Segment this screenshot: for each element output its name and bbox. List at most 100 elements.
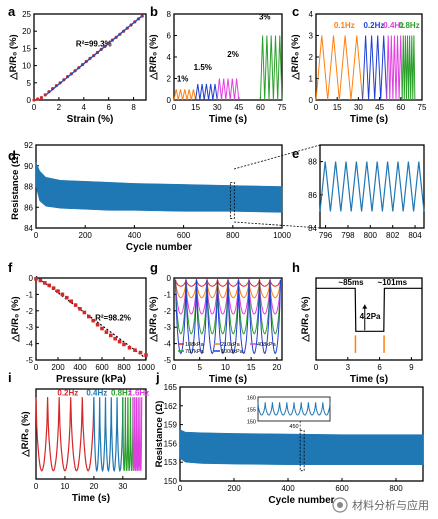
watermark-text: 材料分析与应用	[352, 498, 429, 512]
panel-letter: c	[292, 4, 299, 19]
data-point	[43, 93, 47, 97]
fit-line	[45, 15, 143, 96]
annotation: 0.8Hz	[111, 389, 132, 398]
data-point	[122, 342, 126, 347]
x-tick-label: 5	[197, 363, 202, 372]
data-point	[113, 336, 117, 341]
y-axis-label: △R/R₀ (%)	[8, 34, 19, 80]
x-axis-label: Time (s)	[209, 114, 247, 125]
y-tick-label: 88	[24, 183, 33, 192]
legend-label: 707kPa	[185, 349, 205, 355]
y-tick-label: 84	[24, 224, 33, 233]
x-tick-label: 60	[396, 103, 405, 112]
series-line	[122, 397, 134, 471]
plot-frame	[319, 144, 425, 229]
x-tick-label: 75	[278, 103, 287, 112]
y-tick-label: 150	[164, 477, 178, 486]
panel-a: 0 2 4 6 8 0 5 10 15 20 25 Strain (%) △R/R₀ (%) a R²=99…	[8, 4, 147, 125]
annotation: ~101ms	[378, 278, 408, 287]
annotation: ~85ms	[338, 278, 364, 287]
y-axis-label: △R/R₀ (%)	[20, 411, 31, 457]
annotation: 1%	[177, 75, 189, 84]
inset-y-tick-label: 160	[247, 396, 256, 402]
panel-letter: j	[155, 370, 160, 385]
x-tick-label: 6	[106, 103, 111, 112]
data-point	[100, 326, 104, 331]
x-tick-label: 0	[34, 482, 39, 491]
y-tick-label: 0	[27, 96, 32, 105]
x-tick-label: 0	[172, 103, 177, 112]
y-tick-label: -2	[26, 307, 34, 316]
y-tick-label: 0	[167, 96, 172, 105]
wechat-icon	[332, 497, 348, 513]
series-line	[93, 397, 124, 473]
y-tick-label: -1	[164, 290, 172, 299]
panel-letter: e	[292, 146, 299, 161]
y-axis-label: △R/R₀ (%)	[290, 34, 301, 80]
data-point	[117, 339, 122, 344]
plot-frame	[35, 388, 147, 480]
data-point	[65, 295, 69, 300]
x-axis-label: Time (s)	[209, 374, 247, 385]
x-tick-label: 8	[131, 103, 136, 112]
annotation: 3%	[259, 12, 271, 21]
zoom-connector	[233, 144, 321, 170]
series-line	[175, 279, 281, 355]
watermark: 材料分析与应用	[332, 497, 429, 513]
x-tick-label: 600	[335, 484, 349, 493]
x-tick-label: 1000	[137, 363, 155, 372]
x-tick-label: 400	[73, 363, 87, 372]
x-axis-label: Time (s)	[350, 374, 388, 385]
inset-y-tick-label: 155	[247, 408, 256, 414]
data-point	[127, 345, 132, 350]
wechat-icon-inner	[337, 502, 343, 508]
panel-i: 0 10 20 30 Time (s) △R/R₀ (%) i 0.2Hz 0.4Hz 0.8Hz…	[8, 370, 149, 504]
y-tick-label: 84	[308, 224, 317, 233]
x-tick-label: 0	[34, 231, 39, 240]
x-tick-label: 800	[364, 231, 378, 240]
y-tick-label: 0	[29, 274, 34, 283]
panel-letter: g	[150, 260, 158, 275]
legend-label: 408kPa	[257, 342, 277, 348]
data-point	[144, 353, 148, 357]
panel-h: 0 3 6 9 Time (s) △R/R₀ (%) h ~85ms ~101ms 4.2Pa	[292, 260, 423, 385]
x-tick-label: 30	[118, 482, 127, 491]
annotation: 0.1Hz	[334, 21, 355, 30]
y-tick-label: 156	[164, 439, 178, 448]
inset-x-tick-label: 450	[289, 424, 298, 430]
data-point	[78, 307, 82, 311]
y-tick-label: -5	[26, 356, 34, 365]
x-tick-label: 75	[418, 103, 427, 112]
annotation: 0.4Hz	[86, 389, 107, 398]
x-axis-label: Time (s)	[72, 493, 110, 504]
y-tick-label: -4	[26, 340, 34, 349]
data-point	[36, 97, 40, 101]
data-point	[109, 333, 113, 338]
data-point	[56, 289, 60, 293]
panel-j: 0 200 400 600 800 150 153 156 159 162 165 Cycle num…	[154, 370, 424, 506]
x-tick-label: 796	[319, 231, 333, 240]
annotation: 1.5%	[194, 63, 212, 72]
y-tick-label: 1	[309, 75, 314, 84]
data-point	[60, 292, 65, 297]
x-tick-label: 20	[272, 363, 281, 372]
y-tick-label: 90	[24, 162, 33, 171]
data-point	[95, 322, 100, 327]
series-line	[259, 35, 283, 101]
data-point	[47, 283, 51, 288]
plot-frame	[315, 277, 423, 361]
y-tick-label: -4	[164, 340, 172, 349]
zoom-connector	[234, 221, 321, 229]
x-tick-label: 30	[213, 103, 222, 112]
panel-b: 0 15 30 45 60 75 0 2 4 6 8 Time (s) △R/R₀ (%) b 1% 1.5%…	[148, 4, 287, 125]
y-tick-label: 25	[22, 10, 31, 19]
data-point	[87, 314, 91, 319]
data-point	[138, 350, 143, 355]
data-point	[82, 310, 87, 315]
x-tick-label: 30	[354, 103, 363, 112]
x-tick-label: 200	[227, 484, 241, 493]
y-tick-label: 86	[24, 203, 33, 212]
data-point	[104, 330, 109, 334]
x-tick-label: 200	[51, 363, 65, 372]
